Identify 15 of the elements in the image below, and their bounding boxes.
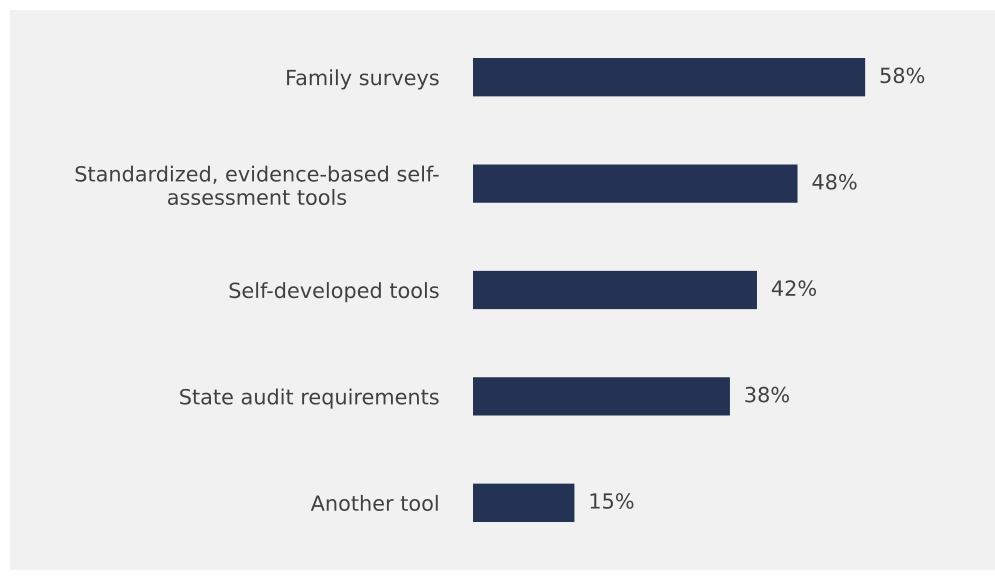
y-tick-label: Standardized, evidence-based self- assessment tools: [76, 166, 439, 206]
bar: [473, 377, 730, 416]
y-tick-label: Self-developed tools: [230, 282, 439, 302]
y-tick-label: State audit requirements: [180, 388, 439, 409]
data-label: 15%: [590, 493, 634, 509]
data-label: 58%: [880, 67, 924, 84]
data-label: 48%: [812, 174, 857, 190]
y-tick-label: Family surveys: [287, 69, 439, 90]
bar: [473, 164, 798, 203]
data-label: 38%: [745, 386, 789, 402]
y-tick-label: Another tool: [310, 494, 438, 512]
bar: [473, 58, 866, 96]
bar: [473, 484, 574, 522]
data-label: 42%: [772, 280, 816, 296]
bar: [473, 270, 757, 310]
